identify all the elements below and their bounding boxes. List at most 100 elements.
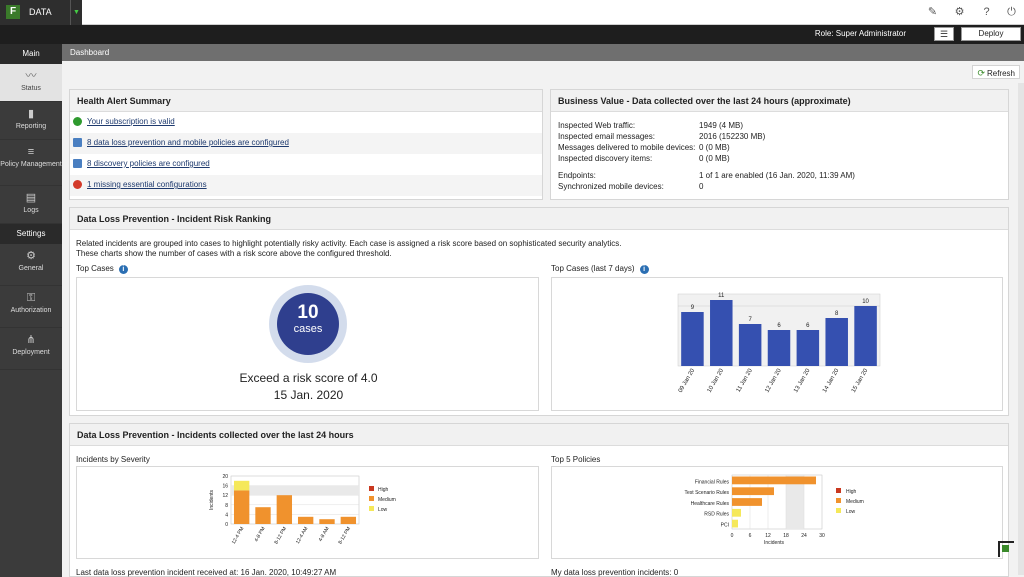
legend-label: Medium	[378, 497, 396, 503]
alert-link[interactable]: Your subscription is valid	[87, 117, 175, 126]
tick-label: 11 Jan 20	[736, 367, 754, 393]
legend-label: Low	[378, 507, 388, 513]
tick-label: 0	[225, 522, 228, 528]
chevron-down-icon[interactable]: ▼	[70, 0, 82, 25]
data-label: 7	[748, 317, 752, 323]
data-label: 9	[691, 305, 695, 311]
gear-icon[interactable]: ⚙	[954, 6, 965, 18]
sidebar-settings-header: Settings	[0, 224, 62, 244]
tick-label: 20	[222, 474, 228, 480]
sidebar-item-logs[interactable]: ▤ Logs	[0, 186, 62, 224]
cases-circle[interactable]: 10 cases	[277, 293, 339, 355]
cases-ring: 10 cases	[269, 285, 347, 363]
alert-link[interactable]: 1 missing essential configurations	[87, 180, 207, 189]
sidebar-item-status[interactable]: 〰 Status	[0, 64, 62, 102]
tools-icon[interactable]: ✎	[927, 6, 938, 18]
key-icon: ⚿	[26, 292, 36, 304]
top-cases-7-chart-box: 9 09 Jan 20 11 10 Jan 20 7 11 Jan 20 6 12 Jan 2…	[551, 277, 1003, 411]
my-incidents-text: My data loss prevention incidents: 0	[551, 568, 679, 577]
tick-label: 8	[225, 503, 228, 509]
app-selector[interactable]: F DATA ▼	[0, 0, 82, 25]
legend-label: Medium	[846, 499, 864, 505]
alert-row: Your subscription is valid	[70, 112, 542, 133]
sidebar-item-label: Reporting	[15, 123, 47, 130]
plot-area	[230, 475, 360, 525]
data-label: 11	[718, 293, 725, 299]
top-cases-7-label: Top Cases (last 7 days)	[551, 264, 635, 273]
cases-count: 10	[297, 302, 319, 323]
sidebar-item-reporting[interactable]: ▮ Reporting	[0, 102, 62, 140]
policy-icon	[73, 159, 82, 169]
bar	[732, 508, 741, 517]
role-label: Role: Super Administrator	[814, 29, 906, 38]
top-bar: F DATA ▼ ✎ ⚙ ? ⏻	[0, 0, 1024, 25]
legend-label: High	[378, 487, 389, 493]
alert-row: 1 missing essential configurations	[70, 175, 542, 196]
policies-chart: 0 6 12 18 24 30 Incidents Financial Rules Test S…	[685, 474, 864, 546]
scrollbar[interactable]	[1018, 83, 1024, 575]
legend-swatch	[369, 486, 374, 491]
info-icon[interactable]: i	[118, 265, 128, 274]
bar	[710, 300, 733, 366]
info-icon[interactable]: i	[639, 265, 649, 274]
legend-label: High	[846, 489, 857, 495]
tick-label: 6	[749, 533, 752, 539]
document-icon: ▤	[25, 192, 37, 204]
refresh-button[interactable]: ⟳ Refresh	[972, 65, 1020, 79]
bar	[732, 476, 816, 485]
data-label: 6	[777, 323, 781, 329]
sidebar-item-deployment[interactable]: ⋔ Deployment	[0, 328, 62, 370]
tick-label: 18	[783, 533, 789, 539]
severity-label: Incidents by Severity	[76, 455, 150, 464]
alert-row: 8 discovery policies are configured	[70, 154, 542, 175]
legend-swatch	[369, 506, 374, 511]
refresh-label: Refresh	[986, 69, 1015, 78]
sidebar-item-label: Status	[21, 85, 41, 92]
deploy-button[interactable]: Deploy	[961, 27, 1021, 41]
legend-label: Low	[846, 509, 856, 515]
tick-label: 12	[222, 493, 228, 499]
bv-value: 1949 (4 MB)	[699, 121, 744, 130]
tick-label: 12-4 PM	[231, 526, 246, 545]
tick-label: 4	[225, 512, 228, 518]
top-cases-7-chart: 9 09 Jan 20 11 10 Jan 20 7 11 Jan 20 6 12 Jan 2…	[677, 293, 881, 394]
tick-label: 4-8 AM	[318, 526, 331, 543]
bar	[738, 324, 762, 366]
alert-link[interactable]: 8 discovery policies are configured	[87, 159, 210, 168]
exceed-date: 15 Jan. 2020	[273, 388, 344, 402]
bar	[255, 507, 271, 524]
sidebar-item-general[interactable]: ⚙ General	[0, 244, 62, 286]
bar	[319, 519, 335, 524]
sidebar: Main 〰 Status ▮ Reporting ≡ Policy Manag…	[0, 44, 62, 577]
top-cases-box: 10 cases Exceed a risk score of 4.0 15 J…	[76, 277, 539, 411]
sidebar-item-label: Logs	[23, 207, 39, 214]
bar	[297, 516, 314, 524]
data-label: 6	[806, 323, 810, 329]
bar	[854, 306, 877, 366]
risk-description: Related incidents are grouped into cases…	[76, 239, 622, 248]
tick-label: Healthcare Rules	[691, 501, 730, 507]
power-icon[interactable]: ⏻	[1007, 6, 1016, 18]
sidebar-item-authorization[interactable]: ⚿ Authorization	[0, 286, 62, 328]
bar	[233, 490, 250, 524]
tick-label: 30	[819, 533, 825, 539]
bar	[767, 330, 791, 366]
sidebar-item-label: General	[18, 265, 44, 272]
help-icon[interactable]: ?	[983, 6, 990, 18]
sidebar-item-label: Deployment	[12, 349, 50, 356]
bar-chart-icon: ▮	[27, 108, 35, 120]
alert-link[interactable]: 8 data loss prevention and mobile polici…	[87, 138, 289, 147]
tick-label: 24	[801, 533, 807, 539]
breadcrumb: Dashboard	[62, 44, 1024, 61]
tick-label: PCI	[721, 522, 729, 528]
risk-ranking-panel: Data Loss Prevention - Incident Risk Ran…	[69, 207, 1009, 416]
top-cases-heading: Top Cases i	[76, 264, 128, 274]
bv-value: 2016 (152230 MB)	[699, 132, 766, 141]
bv-label: Inspected email messages:	[558, 132, 655, 141]
task-list-button[interactable]: ☰	[934, 27, 954, 41]
tick-label: Financial Rules	[695, 479, 730, 485]
tick-label: Test Scenario Rules	[685, 490, 730, 496]
severity-chart-box: 0 4 8 12 16 20 Incidents 12-4 PM 4-8 PM 8-12 PM 12…	[76, 466, 539, 559]
incidents-title: Data Loss Prevention - Incidents collect…	[70, 424, 1008, 446]
sidebar-item-policy-management[interactable]: ≡ Policy Management	[0, 140, 62, 186]
